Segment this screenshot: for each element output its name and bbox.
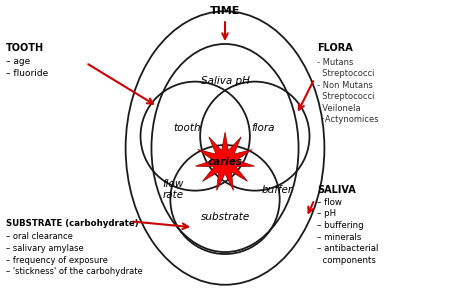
Text: SALIVA: SALIVA	[318, 185, 356, 195]
Text: caries: caries	[207, 157, 242, 167]
Text: Saliva pH: Saliva pH	[201, 76, 250, 86]
Text: TOOTH: TOOTH	[6, 43, 44, 53]
Text: FLORA: FLORA	[318, 43, 353, 53]
Text: SUBSTRATE (carbohydrate): SUBSTRATE (carbohydrate)	[6, 219, 139, 228]
Text: flow
rate: flow rate	[163, 179, 184, 200]
Text: flora: flora	[251, 123, 275, 133]
Text: - Mutans
  Streptococci
- Non Mutans
  Streptococci
  Veilonela
  ·Actynomices: - Mutans Streptococci - Non Mutans Strep…	[318, 58, 379, 124]
Text: buffer: buffer	[261, 185, 292, 195]
Text: – age
– fluoride: – age – fluoride	[6, 57, 48, 78]
Text: – flow
– pH
– buffering
– minerals
– antibacterial
  components: – flow – pH – buffering – minerals – ant…	[318, 197, 379, 265]
Text: substrate: substrate	[200, 213, 250, 222]
Text: TIME: TIME	[210, 6, 240, 16]
Polygon shape	[196, 132, 255, 191]
Text: tooth: tooth	[173, 123, 201, 133]
Text: – oral clearance
– salivary amylase
– frequency of exposure
– 'stickness' of the: – oral clearance – salivary amylase – fr…	[6, 232, 143, 276]
